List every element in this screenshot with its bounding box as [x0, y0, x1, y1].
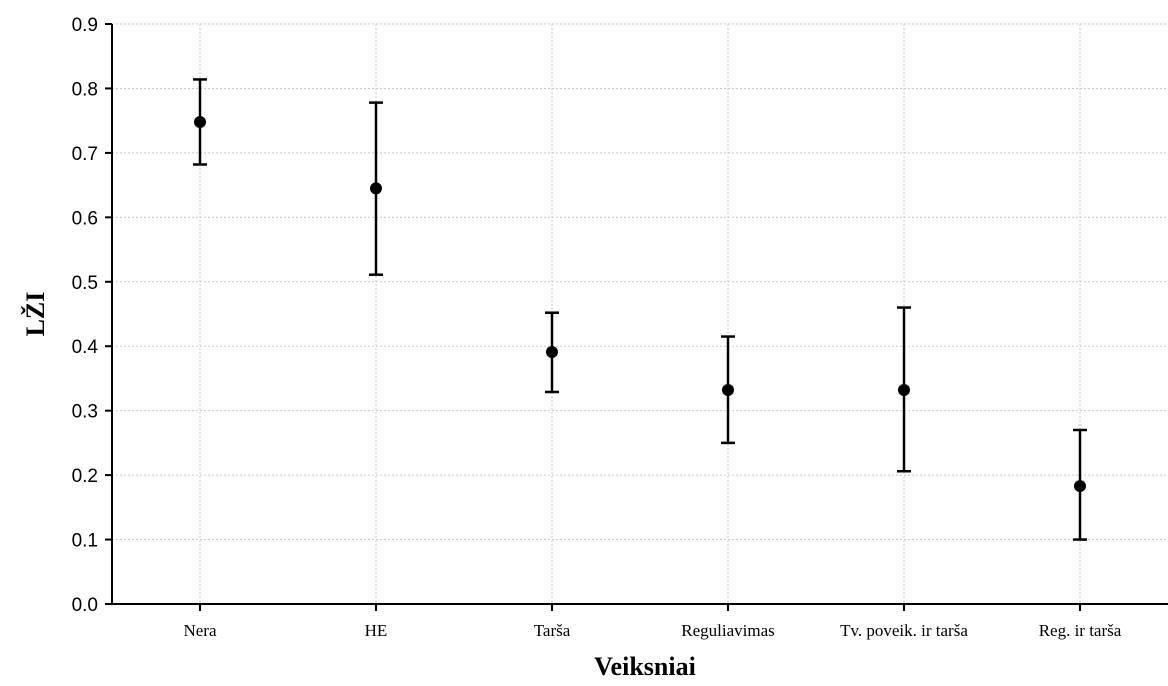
y-tick-label: 0.5	[72, 273, 98, 294]
x-tick-label: Tarša	[534, 621, 571, 640]
mean-point	[546, 346, 558, 359]
y-tick-label: 0.2	[72, 466, 98, 487]
grid-layer	[112, 23, 1168, 604]
mean-point	[898, 384, 910, 397]
y-tick-label: 0.7	[72, 144, 98, 165]
x-tick-label: Tv. poveik. ir tarša	[840, 621, 968, 640]
x-tick-labels: Nera HE Tarša Reguliavimas Tv. poveik. ir ta…	[183, 621, 1121, 640]
y-axis-title: LŽI	[21, 292, 50, 337]
y-tick-label: 0.6	[72, 208, 98, 229]
data-marks	[193, 78, 1087, 541]
x-tick-label: Reguliavimas	[681, 621, 774, 640]
mean-point	[722, 384, 734, 397]
mean-point	[1074, 480, 1086, 493]
x-tick-label: HE	[365, 621, 388, 640]
y-tick-label: 0.3	[72, 402, 98, 423]
x-tick-label: Reg. ir tarša	[1039, 621, 1122, 640]
y-tick-label: 0.1	[72, 531, 98, 552]
x-tick-label: Nera	[183, 621, 216, 640]
mean-point	[194, 115, 206, 128]
y-tick-label: 0.9	[72, 15, 98, 36]
y-tick-label: 0.8	[72, 79, 98, 100]
y-tick-label: 0.4	[72, 337, 99, 358]
y-tick-label: 0.0	[72, 595, 98, 616]
y-tick-labels: 0.0 0.1 0.2 0.3 0.4 0.5 0.6 0.7 0.8 0.9	[72, 15, 99, 616]
axis-layer	[105, 23, 1168, 611]
x-axis-title: Veiksniai	[594, 652, 696, 681]
mean-point	[370, 182, 382, 195]
